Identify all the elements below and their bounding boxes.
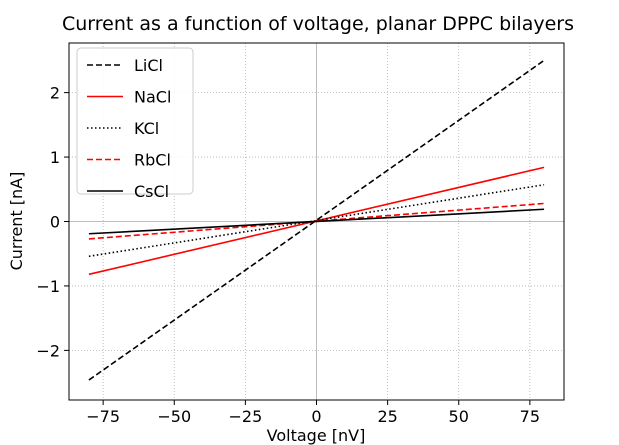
y-tick-label: −1 (36, 277, 60, 296)
chart-title: Current as a function of voltage, planar… (62, 13, 574, 35)
x-tick-label: 25 (377, 407, 397, 426)
y-axis-label: Current [nA] (7, 172, 26, 271)
legend-label-rbcl: RbCl (134, 151, 171, 170)
series-line-cscl (88, 208, 545, 235)
y-tick-label: 1 (50, 148, 60, 167)
x-axis: −75 −50 −25 0 25 50 75 (86, 400, 540, 426)
series-line-licl (88, 59, 545, 381)
x-tick-label: 75 (520, 407, 540, 426)
x-axis-label: Voltage [nV] (267, 426, 366, 445)
x-tick-label: −75 (86, 407, 120, 426)
legend-frame (76, 47, 194, 195)
x-tick-label: −50 (157, 407, 191, 426)
legend-label-nacl: NaCl (134, 88, 171, 107)
series-line-kcl (88, 183, 545, 258)
x-tick-label: 50 (449, 407, 469, 426)
y-tick-label: −2 (36, 341, 60, 360)
legend: LiCl NaCl KCl RbCl CsCl (76, 47, 194, 201)
x-tick-label: −25 (228, 407, 262, 426)
legend-label-licl: LiCl (134, 56, 163, 75)
y-tick-label: 2 (50, 84, 60, 103)
x-tick-label: 0 (311, 407, 321, 426)
y-tick-label: 0 (50, 213, 60, 232)
series-layer (88, 59, 545, 381)
y-axis: −2 −1 0 1 2 (36, 84, 69, 360)
legend-label-kcl: KCl (134, 119, 159, 138)
legend-label-cscl: CsCl (134, 182, 169, 201)
